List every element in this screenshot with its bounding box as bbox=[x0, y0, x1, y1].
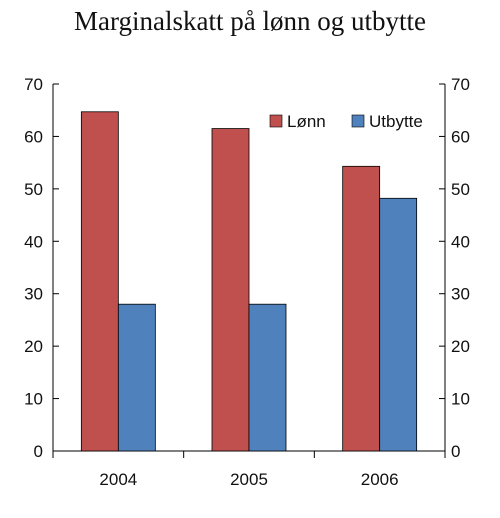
y-tick-label-left: 20 bbox=[24, 337, 43, 356]
bar-lønn-2004 bbox=[80, 111, 119, 452]
chart-title: Marginalskatt på lønn og utbytte bbox=[74, 6, 426, 36]
legend-swatch-utbytte bbox=[351, 114, 365, 128]
x-tick-label: 2005 bbox=[230, 470, 268, 489]
legend-label-utbytte: Utbytte bbox=[369, 112, 423, 131]
y-tick-label-left: 50 bbox=[24, 180, 43, 199]
y-tick-label-right: 40 bbox=[451, 232, 470, 251]
y-tick-label-right: 70 bbox=[451, 75, 470, 94]
x-tick-label: 2006 bbox=[361, 470, 399, 489]
ticks-group: 0 0 10 10 20 20 30 30 40 40 50 50 60 60 70 70 2004 2005 20… bbox=[24, 75, 470, 489]
bar-lønn-2006 bbox=[342, 165, 381, 452]
y-tick-label-left: 60 bbox=[24, 127, 43, 146]
bar-utbytte-2004 bbox=[117, 303, 156, 452]
y-tick-label-right: 50 bbox=[451, 180, 470, 199]
bars-group bbox=[80, 111, 418, 452]
y-tick-label-right: 30 bbox=[451, 285, 470, 304]
legend-swatch-lønn bbox=[269, 114, 283, 128]
y-tick-label-left: 10 bbox=[24, 390, 43, 409]
y-tick-label-right: 0 bbox=[451, 442, 460, 461]
bar-lønn-2005 bbox=[211, 128, 250, 452]
bar-utbytte-2005 bbox=[248, 303, 287, 452]
y-tick-label-left: 0 bbox=[34, 442, 43, 461]
y-tick-label-left: 70 bbox=[24, 75, 43, 94]
x-tick-label: 2004 bbox=[99, 470, 137, 489]
y-tick-label-left: 40 bbox=[24, 232, 43, 251]
legend: Lønn Utbytte bbox=[269, 112, 423, 131]
y-tick-label-right: 20 bbox=[451, 337, 470, 356]
y-tick-label-left: 30 bbox=[24, 285, 43, 304]
y-tick-label-right: 60 bbox=[451, 127, 470, 146]
bar-utbytte-2006 bbox=[379, 197, 418, 452]
y-tick-label-right: 10 bbox=[451, 390, 470, 409]
legend-label-lønn: Lønn bbox=[287, 112, 326, 131]
